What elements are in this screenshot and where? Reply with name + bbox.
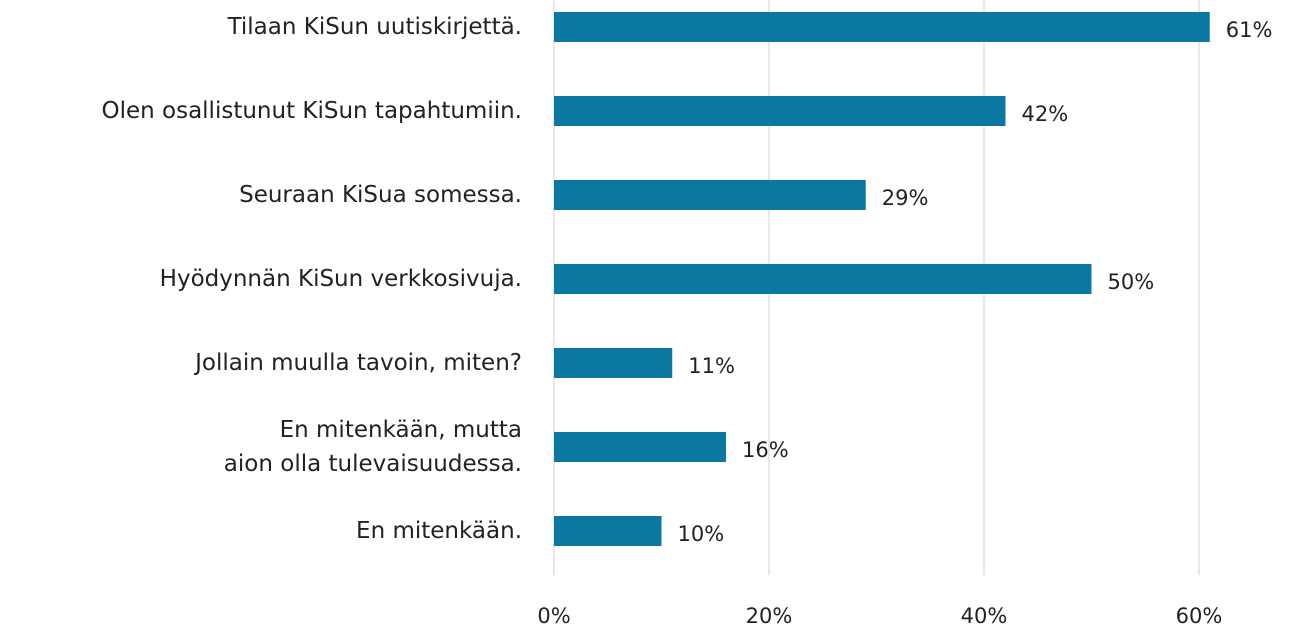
bar bbox=[554, 96, 1006, 126]
bar bbox=[554, 264, 1092, 294]
value-label: 29% bbox=[882, 186, 929, 210]
x-tick-label: 0% bbox=[537, 604, 570, 628]
category-label: En mitenkään. bbox=[356, 518, 522, 544]
bar bbox=[554, 432, 726, 462]
value-label: 61% bbox=[1226, 18, 1273, 42]
value-label: 10% bbox=[678, 522, 725, 546]
value-label: 11% bbox=[688, 354, 735, 378]
category-label: Jollain muulla tavoin, miten? bbox=[195, 350, 522, 376]
category-label: Tilaan KiSun uutiskirjettä. bbox=[227, 14, 522, 40]
category-label: Olen osallistunut KiSun tapahtumiin. bbox=[101, 98, 522, 124]
value-label: 16% bbox=[742, 438, 789, 462]
category-label: Hyödynnän KiSun verkkosivuja. bbox=[159, 266, 522, 292]
category-label: En mitenkään, mutta aion olla tulevaisuu… bbox=[223, 417, 522, 477]
bar bbox=[554, 12, 1210, 42]
bar bbox=[554, 348, 673, 378]
value-label: 42% bbox=[1022, 102, 1069, 126]
x-tick-label: 60% bbox=[1176, 604, 1223, 628]
bar bbox=[554, 180, 866, 210]
x-tick-label: 20% bbox=[746, 604, 793, 628]
category-label: Seuraan KiSua somessa. bbox=[239, 182, 522, 208]
value-label: 50% bbox=[1108, 270, 1155, 294]
x-tick-label: 40% bbox=[961, 604, 1008, 628]
bar bbox=[554, 516, 662, 546]
